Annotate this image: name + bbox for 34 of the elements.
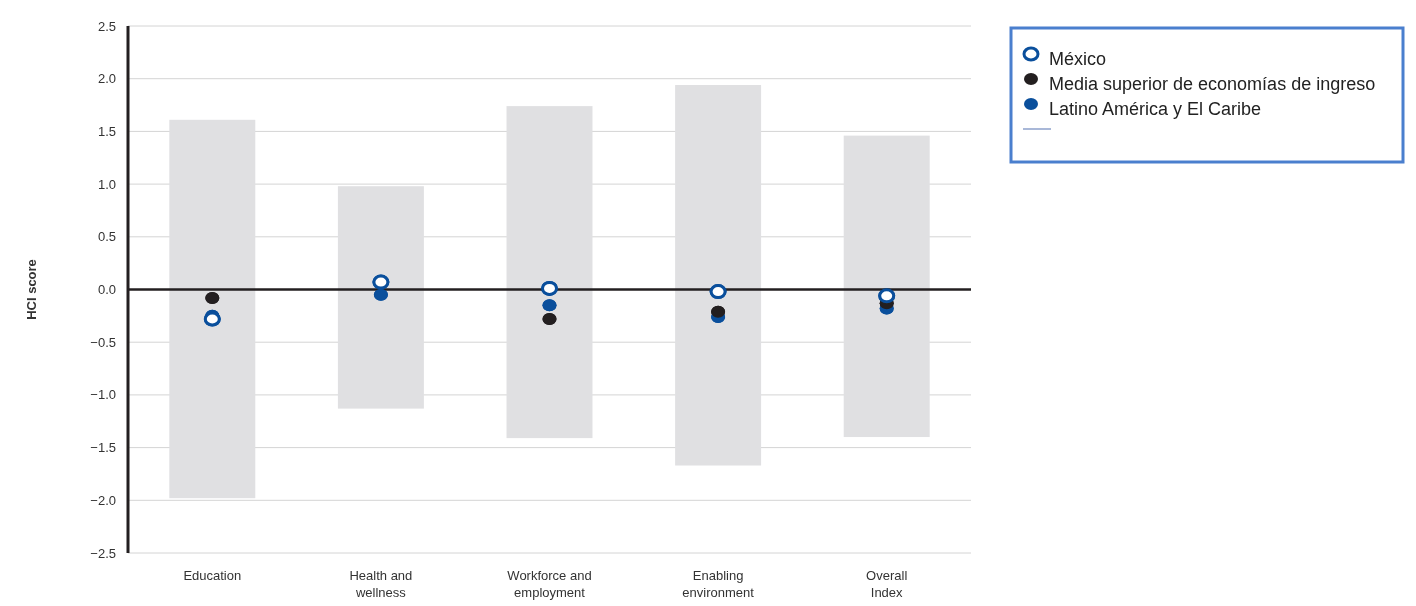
point <box>542 313 557 326</box>
bar <box>843 135 930 438</box>
y-tick-label: −1.0 <box>90 387 116 403</box>
x-tick-label: Workforce and employment <box>507 568 592 600</box>
y-tick-label: −1.5 <box>90 440 116 456</box>
point <box>373 288 388 301</box>
x-tick-label: Education <box>183 568 242 583</box>
bar <box>337 186 424 409</box>
y-tick-label: −0.5 <box>90 334 116 350</box>
y-tick-label: 1.0 <box>97 176 116 192</box>
legend-label: México <box>1049 49 1107 70</box>
y-tick-label: 1.5 <box>97 123 116 139</box>
point <box>542 299 557 312</box>
point <box>709 284 727 300</box>
y-tick-label: 2.0 <box>97 71 116 87</box>
bar <box>169 119 256 499</box>
bar <box>675 85 762 466</box>
y-axis-title: HCI score <box>24 259 39 320</box>
x-tick-label: Overall Index <box>866 568 908 600</box>
x-tick-label: Health and wellness <box>349 568 413 600</box>
y-tick-label: −2.5 <box>90 545 116 561</box>
legend-label: Media superior de economías de ingreso <box>1049 74 1376 95</box>
y-tick-label: −2.0 <box>90 492 116 508</box>
y-tick-label: 2.5 <box>97 18 116 34</box>
point <box>878 288 896 304</box>
legend-label: Latino América y El Caribe <box>1049 99 1262 120</box>
point <box>205 291 220 304</box>
point <box>372 274 390 290</box>
y-tick-label: 0.0 <box>97 282 116 298</box>
point <box>541 280 558 296</box>
x-tick-label: Enabling environment <box>682 568 755 600</box>
bar <box>506 106 593 439</box>
y-tick-label: 0.5 <box>97 229 116 245</box>
point <box>711 305 726 318</box>
